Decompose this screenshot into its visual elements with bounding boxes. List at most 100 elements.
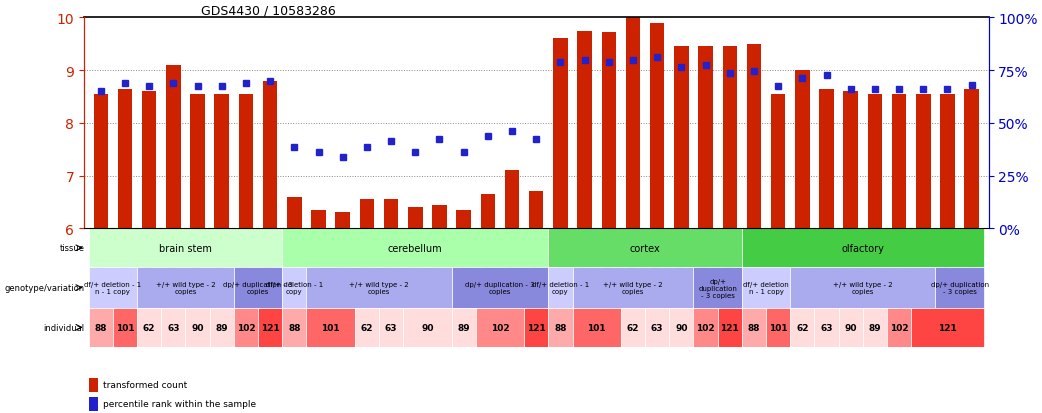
Bar: [432, 205, 447, 229]
Bar: [336, 213, 350, 229]
Bar: [263, 81, 277, 229]
FancyBboxPatch shape: [887, 308, 911, 347]
FancyBboxPatch shape: [403, 308, 451, 347]
Bar: [698, 47, 713, 229]
Bar: [626, 18, 640, 229]
Bar: [940, 95, 954, 229]
Bar: [383, 200, 398, 229]
Bar: [408, 208, 423, 229]
Bar: [916, 95, 931, 229]
Text: genotype/variation: genotype/variation: [4, 283, 84, 292]
Text: 90: 90: [675, 323, 688, 332]
FancyBboxPatch shape: [815, 308, 839, 347]
Bar: [819, 89, 834, 229]
FancyBboxPatch shape: [621, 308, 645, 347]
FancyBboxPatch shape: [742, 308, 766, 347]
FancyBboxPatch shape: [89, 308, 113, 347]
Text: olfactory: olfactory: [841, 243, 885, 253]
Bar: [771, 95, 786, 229]
FancyBboxPatch shape: [113, 308, 138, 347]
Bar: [747, 45, 762, 229]
Text: 102: 102: [491, 323, 510, 332]
Text: df/+ deletion - 1
copy: df/+ deletion - 1 copy: [531, 281, 589, 294]
FancyBboxPatch shape: [669, 308, 694, 347]
FancyBboxPatch shape: [936, 268, 984, 308]
FancyBboxPatch shape: [282, 308, 306, 347]
Text: cortex: cortex: [629, 243, 661, 253]
Text: 89: 89: [869, 323, 882, 332]
FancyBboxPatch shape: [162, 308, 185, 347]
FancyBboxPatch shape: [790, 268, 936, 308]
Text: 89: 89: [216, 323, 228, 332]
Text: 63: 63: [651, 323, 664, 332]
FancyBboxPatch shape: [185, 308, 209, 347]
Bar: [239, 95, 253, 229]
FancyBboxPatch shape: [742, 229, 984, 268]
Text: 101: 101: [116, 323, 134, 332]
Bar: [601, 33, 616, 229]
FancyBboxPatch shape: [451, 268, 548, 308]
Bar: [795, 71, 810, 229]
FancyBboxPatch shape: [766, 308, 790, 347]
Bar: [94, 95, 108, 229]
Text: 102: 102: [890, 323, 909, 332]
FancyBboxPatch shape: [138, 268, 233, 308]
Text: 101: 101: [321, 323, 340, 332]
Bar: [722, 47, 737, 229]
Bar: [89, 378, 98, 392]
FancyBboxPatch shape: [209, 308, 233, 347]
Text: dp/+ duplication - 3
copies: dp/+ duplication - 3 copies: [465, 281, 535, 294]
Text: +/+ wild type - 2
copies: +/+ wild type - 2 copies: [833, 281, 893, 294]
Bar: [843, 92, 858, 229]
Bar: [674, 47, 689, 229]
Text: 121: 121: [938, 323, 957, 332]
Bar: [456, 210, 471, 229]
Text: +/+ wild type - 2
copies: +/+ wild type - 2 copies: [349, 281, 408, 294]
Text: 121: 121: [720, 323, 739, 332]
Bar: [965, 89, 978, 229]
Text: 63: 63: [384, 323, 397, 332]
Bar: [650, 24, 665, 229]
Text: dp/+ duplication - 3
copies: dp/+ duplication - 3 copies: [223, 281, 293, 294]
Text: 102: 102: [696, 323, 715, 332]
Bar: [89, 397, 98, 411]
Bar: [118, 89, 132, 229]
FancyBboxPatch shape: [306, 268, 451, 308]
FancyBboxPatch shape: [548, 308, 572, 347]
FancyBboxPatch shape: [233, 268, 282, 308]
FancyBboxPatch shape: [282, 229, 548, 268]
FancyBboxPatch shape: [233, 308, 258, 347]
Text: 90: 90: [421, 323, 433, 332]
Text: +/+ wild type - 2
copies: +/+ wild type - 2 copies: [603, 281, 663, 294]
FancyBboxPatch shape: [476, 308, 524, 347]
Text: df/+ deletion - 1
copy: df/+ deletion - 1 copy: [266, 281, 323, 294]
FancyBboxPatch shape: [379, 308, 403, 347]
FancyBboxPatch shape: [89, 268, 138, 308]
FancyBboxPatch shape: [790, 308, 815, 347]
Text: df/+ deletion - 1
n - 1 copy: df/+ deletion - 1 n - 1 copy: [84, 281, 142, 294]
Text: dp/+ duplication
- 3 copies: dp/+ duplication - 3 copies: [931, 281, 989, 294]
Text: 121: 121: [260, 323, 279, 332]
FancyBboxPatch shape: [548, 229, 742, 268]
Text: GDS4430 / 10583286: GDS4430 / 10583286: [201, 4, 337, 17]
FancyBboxPatch shape: [138, 308, 162, 347]
Text: 88: 88: [748, 323, 761, 332]
FancyBboxPatch shape: [694, 268, 742, 308]
FancyBboxPatch shape: [451, 308, 476, 347]
Text: 88: 88: [95, 323, 107, 332]
FancyBboxPatch shape: [355, 308, 379, 347]
FancyBboxPatch shape: [89, 229, 282, 268]
Bar: [553, 39, 568, 229]
Text: percentile rank within the sample: percentile rank within the sample: [103, 399, 256, 408]
Text: 89: 89: [457, 323, 470, 332]
Text: 88: 88: [288, 323, 300, 332]
FancyBboxPatch shape: [839, 308, 863, 347]
Text: 101: 101: [588, 323, 606, 332]
Text: +/+ wild type - 2
copies: +/+ wild type - 2 copies: [155, 281, 216, 294]
FancyBboxPatch shape: [572, 308, 621, 347]
Bar: [577, 31, 592, 229]
Bar: [504, 171, 519, 229]
Bar: [529, 192, 544, 229]
Bar: [215, 95, 229, 229]
Bar: [480, 195, 495, 229]
